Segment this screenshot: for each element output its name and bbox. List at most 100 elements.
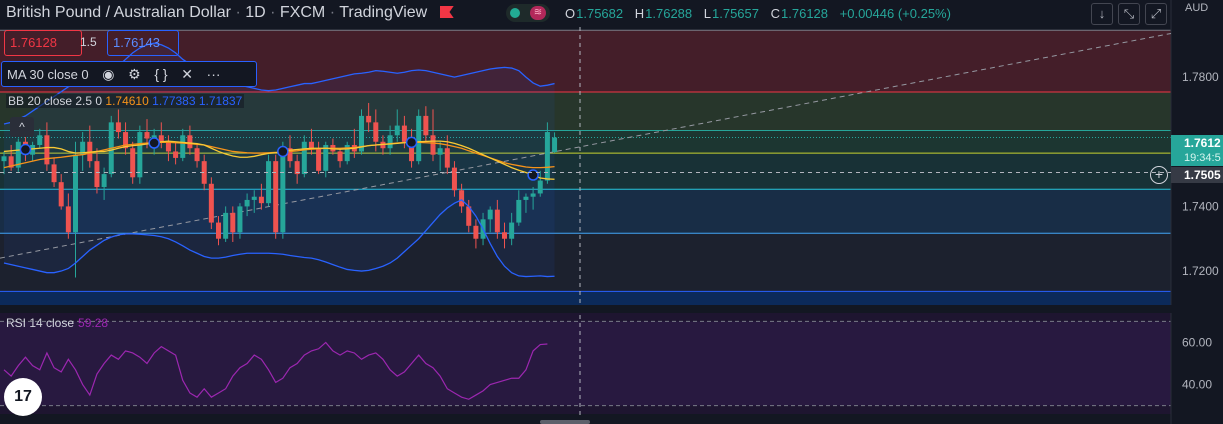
candle-body[interactable]	[366, 115, 372, 123]
code-icon[interactable]: { }	[154, 66, 168, 82]
ma-indicator-legend[interactable]: MA 30 close 0 ◉ ⚙ { } ✕ ···	[1, 61, 257, 87]
candle-body[interactable]	[187, 135, 193, 149]
candle-body[interactable]	[394, 125, 400, 136]
candle-body[interactable]	[509, 222, 515, 239]
candle-body[interactable]	[373, 122, 379, 142]
event-marker-icon[interactable]	[277, 145, 289, 158]
candle-body[interactable]	[37, 135, 43, 145]
collapse-icon[interactable]: ⤡	[1118, 3, 1140, 25]
candle-body[interactable]	[251, 196, 257, 200]
candle-body[interactable]	[151, 135, 157, 139]
event-marker-icon[interactable]	[527, 169, 539, 181]
candle-body[interactable]	[266, 161, 272, 204]
candle-body[interactable]	[387, 135, 393, 149]
candle-body[interactable]	[144, 132, 150, 139]
candle-body[interactable]	[65, 206, 71, 233]
candle-body[interactable]	[280, 148, 286, 233]
tradingview-logo[interactable]: 17	[4, 378, 42, 416]
download-icon[interactable]: ↓	[1091, 3, 1113, 25]
candle-body[interactable]	[158, 135, 164, 142]
bb-indicator-legend[interactable]: BB 20 close 2.5 0 1.74610 1.77383 1.7183…	[6, 94, 245, 108]
candle-body[interactable]	[459, 190, 465, 207]
candle-body[interactable]	[94, 161, 100, 188]
candle-body[interactable]	[1, 156, 7, 162]
candle-body[interactable]	[8, 156, 14, 168]
candle-body[interactable]	[194, 148, 200, 162]
candle-body[interactable]	[230, 212, 236, 233]
candle-body[interactable]	[416, 115, 422, 162]
candle-body[interactable]	[137, 132, 143, 178]
candle-body[interactable]	[552, 137, 558, 153]
candle-body[interactable]	[516, 199, 522, 223]
buy-button[interactable]: 1.76143	[107, 30, 179, 56]
horizontal-scrollbar[interactable]	[540, 420, 590, 424]
candle-body[interactable]	[401, 125, 407, 142]
event-marker-icon[interactable]	[148, 137, 160, 149]
candle-body[interactable]	[216, 222, 221, 239]
candle-body[interactable]	[337, 151, 343, 162]
pane-separator[interactable]	[0, 305, 1223, 313]
candle-body[interactable]	[301, 141, 307, 175]
candle-body[interactable]	[494, 209, 500, 233]
flag-icon[interactable]	[439, 6, 454, 18]
add-alert-icon[interactable]: +	[1150, 166, 1168, 184]
candle-body[interactable]	[430, 135, 436, 155]
candle-body[interactable]	[523, 196, 529, 200]
candle-body[interactable]	[44, 135, 50, 165]
candle-body[interactable]	[444, 148, 450, 168]
candle-body[interactable]	[409, 141, 415, 162]
more-icon[interactable]: ···	[206, 66, 221, 82]
currency-label[interactable]: AUD	[1185, 2, 1209, 14]
candle-body[interactable]	[451, 167, 457, 191]
candle-body[interactable]	[115, 122, 121, 133]
candle-body[interactable]	[101, 174, 107, 188]
trend-line[interactable]	[0, 32, 1172, 259]
candle-body[interactable]	[58, 182, 64, 207]
candle-body[interactable]	[237, 206, 243, 233]
candle-body[interactable]	[73, 154, 78, 233]
bb-lower-line[interactable]	[3, 199, 555, 278]
candle-body[interactable]	[208, 183, 214, 223]
maximize-icon[interactable]: ⤢	[1145, 3, 1167, 25]
candle-body[interactable]	[316, 148, 322, 171]
candle-body[interactable]	[294, 161, 300, 175]
collapse-legend-button[interactable]: ^	[10, 117, 34, 137]
candle-body[interactable]	[308, 141, 314, 149]
candle-body[interactable]	[344, 144, 350, 162]
symbol-name[interactable]: British Pound / Australian Dollar	[6, 4, 231, 21]
candle-body[interactable]	[244, 199, 250, 207]
candle-body[interactable]	[466, 206, 472, 226]
candle-body[interactable]	[123, 132, 129, 149]
candle-body[interactable]	[15, 141, 21, 168]
candle-body[interactable]	[258, 196, 264, 204]
candle-body[interactable]	[165, 141, 171, 152]
candle-body[interactable]	[80, 141, 86, 155]
candle-body[interactable]	[544, 132, 550, 181]
gear-icon[interactable]: ⚙	[128, 66, 141, 82]
candle-body[interactable]	[530, 193, 536, 197]
rsi-indicator-legend[interactable]: RSI 14 close 59.28	[6, 316, 108, 330]
candle-body[interactable]	[423, 115, 429, 136]
candle-body[interactable]	[223, 212, 229, 239]
rsi-line[interactable]	[3, 341, 548, 400]
market-status-badge[interactable]: ≋	[506, 4, 550, 22]
candle-body[interactable]	[537, 180, 543, 194]
candle-body[interactable]	[473, 225, 479, 239]
eye-icon[interactable]: ◉	[102, 66, 115, 82]
candle-body[interactable]	[359, 115, 364, 152]
candle-body[interactable]	[173, 151, 179, 158]
sell-button[interactable]: 1.76128	[4, 30, 82, 56]
candle-body[interactable]	[287, 148, 293, 162]
candle-body[interactable]	[201, 161, 207, 184]
candle-body[interactable]	[273, 161, 279, 233]
candle-body[interactable]	[502, 232, 507, 239]
event-marker-icon[interactable]	[405, 136, 418, 149]
event-marker-icon[interactable]	[19, 143, 32, 156]
candle-body[interactable]	[180, 135, 186, 158]
interval-label[interactable]: 1D	[245, 4, 266, 21]
candle-body[interactable]	[51, 164, 57, 183]
candle-body[interactable]	[130, 148, 136, 178]
candle-body[interactable]	[437, 148, 443, 155]
candle-body[interactable]	[323, 144, 329, 171]
